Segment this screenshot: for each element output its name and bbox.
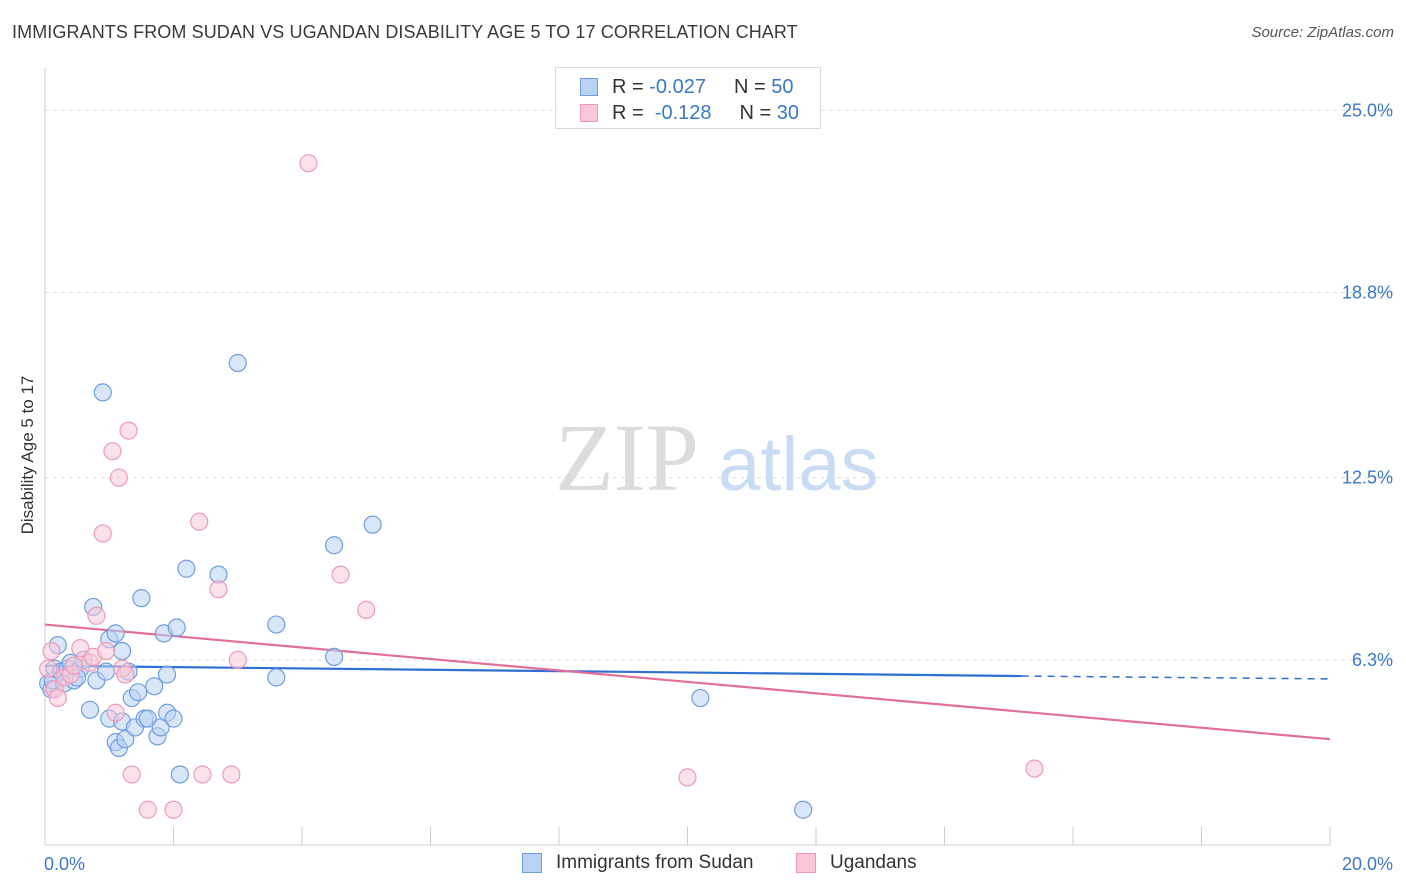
chart-title: IMMIGRANTS FROM SUDAN VS UGANDAN DISABIL…: [12, 22, 798, 42]
point-0-16: [93, 383, 112, 402]
point-0-47: [325, 536, 344, 555]
correlation-legend: R = -0.027 N = 50 R = -0.128 N = 30: [555, 67, 821, 129]
point-1-19: [122, 765, 141, 784]
point-1-14: [106, 703, 125, 722]
point-0-29: [129, 683, 148, 702]
x-tick-label-1: 20.0%: [1342, 854, 1393, 874]
legend-n-label: N =: [739, 101, 772, 124]
point-1-15: [109, 468, 128, 487]
point-0-17: [96, 662, 116, 681]
point-1-18: [119, 421, 138, 440]
point-0-48: [325, 647, 344, 667]
point-1-25: [222, 765, 241, 784]
legend-row-ugandans: R = -0.128 N = 30: [580, 101, 799, 125]
series-legend: Immigrants from Sudan Ugandans: [0, 852, 1406, 878]
series-swatch-sudan: [522, 853, 542, 873]
point-0-30: [132, 589, 151, 608]
point-1-23: [193, 765, 212, 784]
legend-r-label: R =: [612, 75, 644, 98]
y-tick-label-3: 25.0%: [1342, 100, 1393, 120]
legend-r-label: R =: [612, 101, 644, 124]
point-0-49: [363, 515, 382, 534]
legend-row-sudan: R = -0.027 N = 50: [580, 75, 793, 99]
legend-n-value: 30: [776, 101, 800, 124]
point-0-39: [164, 709, 183, 728]
series-legend-ugandans: Ugandans: [796, 852, 917, 874]
point-1-29: [357, 600, 376, 619]
watermark-zip: ZIP: [555, 404, 699, 511]
tick-labels: 6.3% 12.5% 18.8% 25.0% 0.0% 20.0%: [44, 100, 1393, 874]
legend-swatch-ugandans: [580, 104, 598, 122]
legend-n-value: 50: [771, 75, 794, 98]
point-0-41: [170, 765, 190, 784]
point-1-3: [48, 688, 67, 708]
series-name-sudan: Immigrants from Sudan: [556, 852, 754, 873]
series-name-ugandans: Ugandans: [830, 852, 917, 873]
point-1-10: [87, 606, 106, 625]
point-1-0: [39, 659, 58, 678]
point-0-24: [112, 641, 132, 661]
watermark: ZIP atlas: [555, 404, 879, 511]
point-1-12: [96, 641, 116, 661]
point-0-44: [228, 353, 247, 373]
point-0-33: [145, 677, 164, 696]
point-0-45: [267, 615, 286, 634]
point-0-51: [794, 800, 813, 819]
point-1-6: [64, 656, 84, 675]
legend-r-value: -0.128: [654, 101, 712, 124]
point-1-26: [228, 650, 247, 669]
trend-line-0: [44, 664, 1022, 678]
point-1-13: [103, 442, 122, 461]
point-1-22: [190, 512, 209, 531]
point-1-24: [209, 580, 228, 599]
y-tick-label-2: 18.8%: [1342, 282, 1393, 302]
legend-n-label: N =: [733, 75, 766, 98]
point-0-42: [177, 559, 196, 578]
point-1-7: [71, 638, 90, 658]
point-0-13: [80, 700, 100, 719]
series-swatch-ugandans: [796, 853, 816, 873]
legend-r-value: -0.027: [649, 75, 706, 98]
point-0-20: [106, 624, 125, 643]
series-legend-sudan: Immigrants from Sudan: [522, 852, 753, 874]
point-0-25: [116, 730, 135, 749]
axes: [44, 68, 1331, 846]
y-tick-label-0: 6.3%: [1352, 650, 1393, 670]
point-1-21: [164, 800, 183, 819]
point-1-11: [93, 524, 112, 543]
watermark-atlas: atlas: [718, 422, 879, 507]
trend-line-1: [44, 623, 1331, 741]
y-tick-label-1: 12.5%: [1342, 468, 1393, 488]
point-1-31: [1025, 759, 1044, 778]
point-1-30: [678, 768, 697, 787]
trend-extension-0: [1021, 675, 1331, 680]
grid-lines: [45, 109, 1395, 661]
point-1-28: [331, 565, 350, 584]
point-0-38: [157, 665, 177, 684]
point-1-20: [138, 800, 157, 819]
point-0-40: [167, 618, 186, 637]
data-points: [39, 154, 1044, 819]
x-tick-label-0: 0.0%: [44, 854, 85, 874]
point-0-46: [267, 668, 286, 687]
point-1-1: [42, 641, 61, 661]
point-0-50: [691, 688, 710, 708]
point-1-27: [299, 154, 318, 173]
point-1-17: [116, 665, 135, 684]
legend-swatch-sudan: [580, 78, 598, 96]
trend-lines: [44, 623, 1331, 741]
point-0-32: [138, 709, 157, 728]
source-label: Source: ZipAtlas.com: [1251, 24, 1394, 41]
